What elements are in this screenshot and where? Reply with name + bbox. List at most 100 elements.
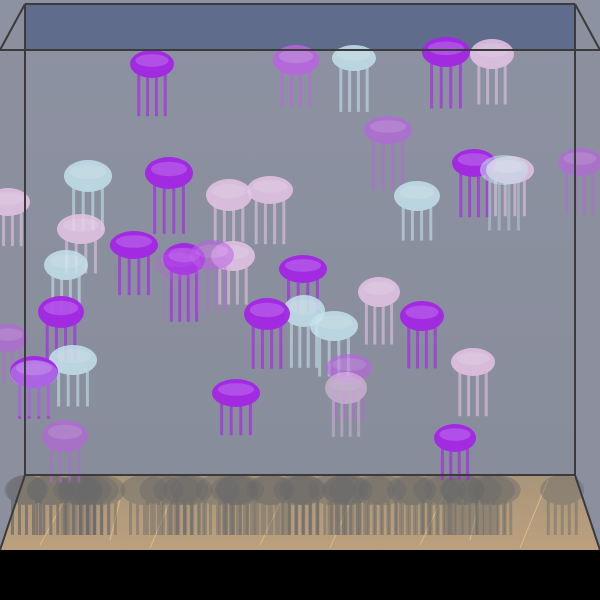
jellyfish-bell — [0, 324, 28, 352]
jellyfish-tentacle — [391, 134, 395, 191]
jellyfish-tentacle — [118, 249, 122, 296]
jellyfish-shadow — [120, 475, 169, 535]
jellyfish-tentacle — [416, 320, 420, 369]
jellyfish-tentacle — [503, 58, 507, 105]
jellyfish-tentacle — [522, 174, 526, 217]
jellyfish-tentacle — [60, 269, 64, 314]
jellyfish-tentacle — [146, 249, 150, 296]
jellyfish-tentacle — [401, 200, 405, 241]
jellyfish-highlight — [252, 180, 288, 193]
jellyfish-tentacle — [410, 200, 414, 241]
jellyfish-tentacle — [372, 134, 376, 191]
jellyfish-tentacle — [73, 316, 77, 361]
jellyfish-tentacle — [162, 177, 166, 234]
jellyfish-tentacle — [214, 259, 218, 312]
jellyfish-shadow — [472, 475, 521, 535]
jellyfish-shadow — [170, 475, 213, 535]
jellyfish-tentacle — [282, 194, 286, 245]
jellyfish-bell — [247, 176, 293, 204]
jellyfish-tentacle — [93, 233, 97, 274]
jellyfish-tentacle — [195, 263, 199, 322]
jellyfish — [190, 240, 234, 312]
jellyfish-bell — [310, 311, 358, 341]
jellyfish-highlight — [135, 54, 169, 67]
jellyfish-shadow — [215, 475, 260, 535]
jellyfish-shadow — [278, 475, 327, 535]
jellyfish-shadow — [162, 475, 209, 535]
jellyfish-tentacle — [77, 440, 81, 483]
jellyfish-tentacle — [420, 200, 424, 241]
jellyfish-bell — [273, 45, 319, 75]
jellyfish-tentacle — [251, 318, 255, 369]
sand-floor — [0, 475, 600, 550]
jellyfish-tentacle — [348, 61, 352, 112]
jellyfish-tentacle — [172, 177, 176, 234]
jellyfish-tentacle — [137, 249, 141, 296]
jellyfish-tentacle — [339, 61, 343, 112]
jellyfish-tentacle — [477, 58, 481, 105]
jellyfish — [44, 250, 88, 314]
jellyfish-tentacle — [280, 64, 284, 107]
sand-streak — [519, 479, 549, 549]
jellyfish — [130, 50, 174, 117]
jellyfish-tentacle — [400, 134, 404, 191]
jellyfish-highlight — [456, 352, 490, 365]
jellyfish-highlight — [43, 300, 79, 316]
sand-streak — [149, 477, 181, 549]
jellyfish-shadow — [139, 475, 184, 535]
jellyfish-shadow — [307, 475, 356, 535]
jellyfish-tentacle — [513, 174, 517, 217]
jellyfish-tentacle — [127, 249, 131, 296]
jellyfish-tentacle — [46, 378, 50, 417]
jellyfish-tentacle — [476, 167, 480, 218]
jellyfish-tentacle — [287, 273, 291, 314]
jellyfish-tentacle — [19, 206, 23, 247]
jellyfish-tentacle — [331, 392, 335, 437]
jellyfish-tentacle — [51, 269, 55, 314]
jellyfish-bell — [42, 420, 88, 452]
jellyfish-tentacle — [516, 174, 520, 231]
jellyfish-highlight — [486, 159, 522, 173]
jellyfish-tentacle — [45, 316, 49, 361]
jellyfish-tentacle — [239, 397, 243, 436]
jellyfish-shadow — [56, 475, 103, 535]
jellyfish-tentacle — [213, 199, 217, 242]
jellyfish-highlight — [285, 259, 321, 272]
jellyfish-tentacle — [348, 392, 352, 437]
sand-streaks — [39, 477, 549, 549]
jellyfish-bell — [400, 301, 444, 331]
jellyfish-tentacle — [381, 134, 385, 191]
sand-streak — [329, 479, 361, 549]
jellyfish-bell — [394, 181, 440, 211]
jellyfish-highlight — [195, 244, 229, 258]
jellyfish-tentacle — [308, 64, 312, 107]
jellyfish-bell — [470, 39, 514, 69]
jellyfish-highlight — [399, 185, 435, 199]
jellyfish-highlight — [331, 358, 367, 371]
jellyfish-tentacle — [181, 268, 185, 319]
jellyfish — [206, 179, 252, 242]
jellyfish-shadow — [328, 475, 373, 535]
jellyfish-tentacle — [206, 259, 210, 312]
jellyfish-bell — [190, 240, 234, 270]
jellyfish-bell — [434, 424, 476, 452]
jellyfish — [364, 116, 412, 191]
jellyfish-tentacle — [162, 268, 166, 319]
jellyfish-tentacle — [486, 58, 490, 105]
jellyfish-highlight — [457, 153, 491, 166]
jellyfish — [49, 345, 97, 407]
jellyfish-tentacle — [49, 440, 53, 483]
jellyfish-shadow — [77, 475, 126, 535]
jellyfish-tentacle — [503, 174, 507, 217]
jellyfish-tentacle — [77, 269, 81, 314]
jellyfish — [110, 231, 158, 296]
jellyfish-tentacle — [390, 296, 394, 345]
jellyfish-tentacle — [57, 364, 61, 407]
jellyfish-tentacle — [76, 364, 80, 407]
jellyfish-highlight — [428, 41, 464, 55]
jellyfish-tentacle — [449, 56, 453, 109]
jellyfish-shadow — [457, 475, 502, 535]
jellyfish-highlight — [405, 305, 439, 319]
jellyfish-tentacle — [315, 273, 319, 314]
